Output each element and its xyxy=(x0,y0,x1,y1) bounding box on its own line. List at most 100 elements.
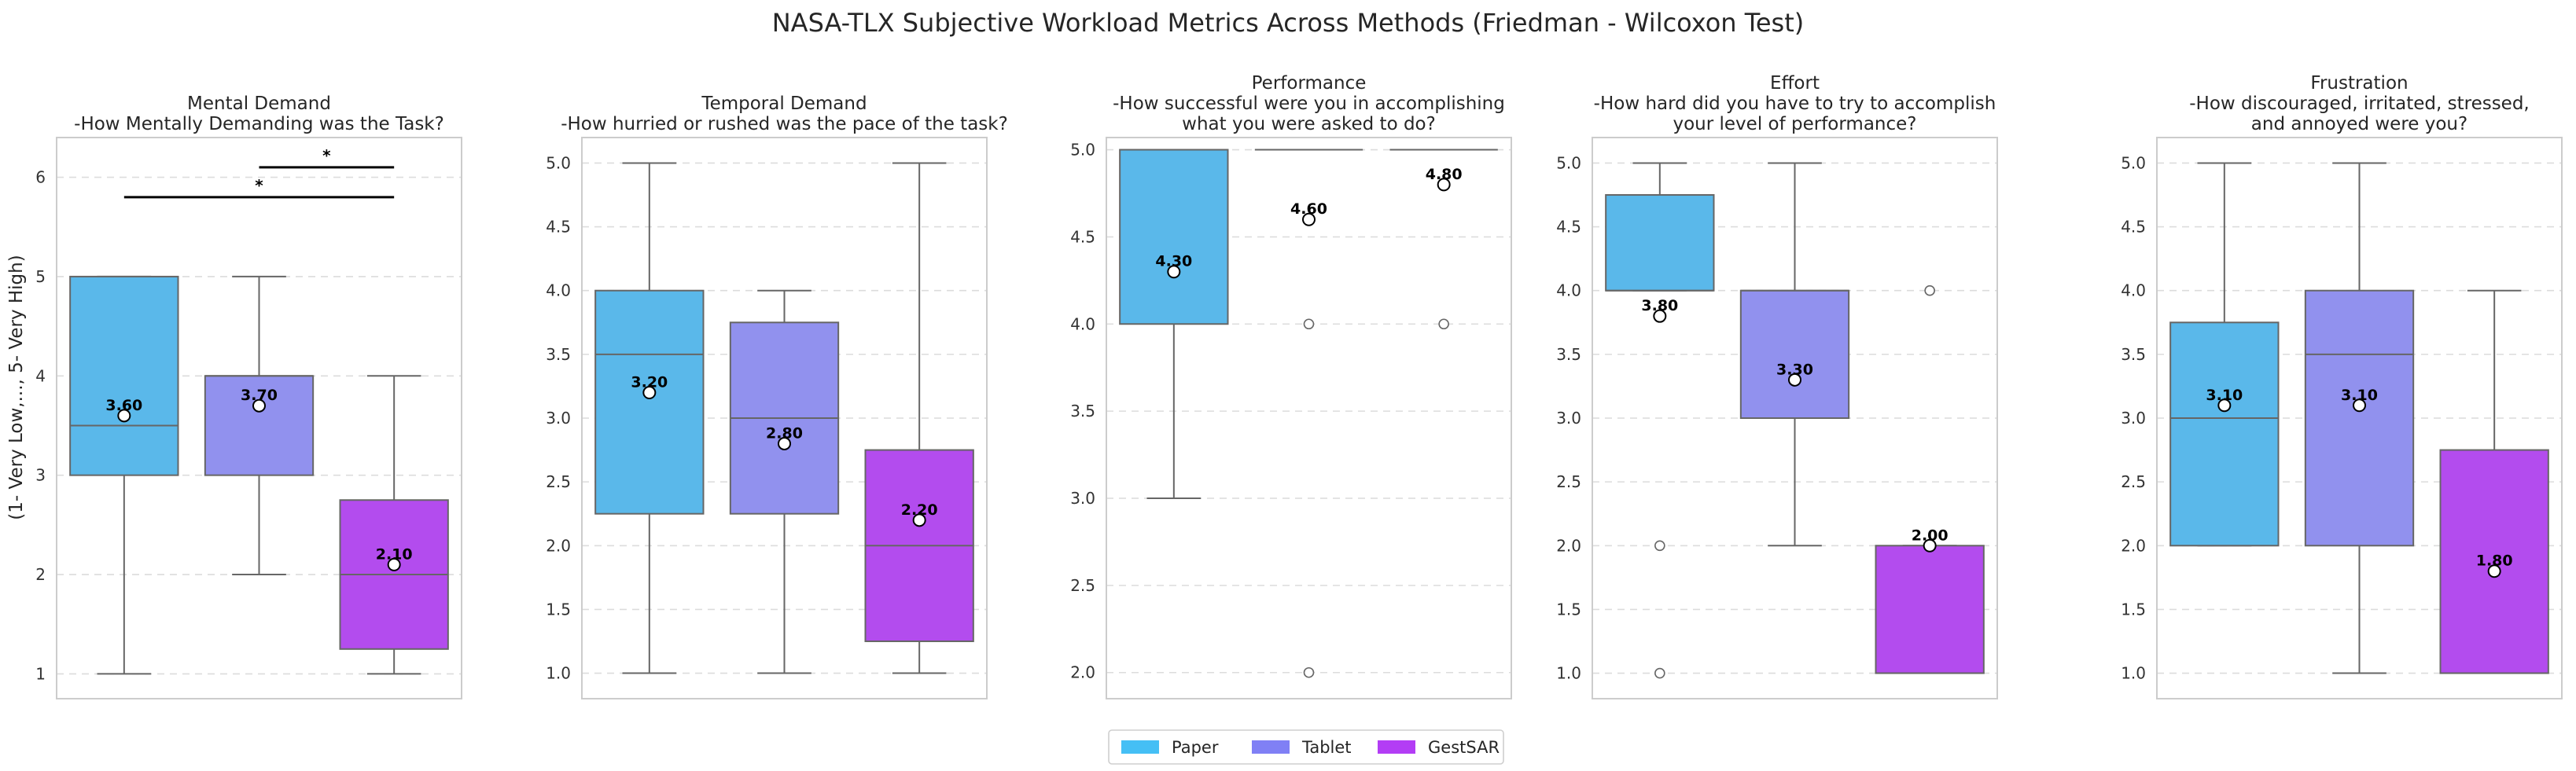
y-tick-label: 4.0 xyxy=(546,281,571,300)
axes-frame xyxy=(56,137,462,699)
mean-marker xyxy=(1923,538,1937,553)
axes-frame xyxy=(2156,137,2563,699)
y-tick-label: 4.0 xyxy=(1070,314,1095,333)
mean-marker xyxy=(2217,398,2232,413)
mean-marker xyxy=(117,409,131,423)
legend-swatch-gestsar xyxy=(1378,740,1415,754)
y-tick-label: 5 xyxy=(35,267,46,286)
y-tick-label: 4.5 xyxy=(546,218,571,237)
iqr-box xyxy=(2169,321,2280,547)
mean-label: 3.30 xyxy=(1776,361,1813,378)
panel-title-line: -How hard did you have to try to accompl… xyxy=(1594,94,1996,114)
box-gestsar: 4.80 xyxy=(1389,149,1498,330)
mean-label: 3.20 xyxy=(631,374,668,391)
legend-label-paper: Paper xyxy=(1172,738,1219,757)
box-gestsar: 1.80 xyxy=(2439,289,2549,674)
panel-title-line: -How Mentally Demanding was the Task? xyxy=(74,114,444,134)
figure-title: NASA-TLX Subjective Workload Metrics Acr… xyxy=(772,8,1805,38)
legend-swatch-tablet xyxy=(1252,740,1290,754)
y-tick-label: 1 xyxy=(35,664,46,683)
panel-title-line: what you were asked to do? xyxy=(1182,114,1436,134)
y-tick-label: 4.0 xyxy=(1556,281,1581,300)
mean-label: 2.80 xyxy=(766,424,803,442)
mean-marker xyxy=(1167,265,1181,279)
y-tick-label: 3.0 xyxy=(2121,409,2146,428)
mean-marker xyxy=(252,398,266,413)
legend: Paper Tablet GestSAR xyxy=(1108,729,1504,765)
y-tick-label: 1.0 xyxy=(546,664,571,683)
panels: Mental Demand-How Mentally Demanding was… xyxy=(35,73,2563,699)
y-tick-label: 4.5 xyxy=(2121,218,2146,237)
panel-2: Temporal Demand-How hurried or rushed wa… xyxy=(546,94,1008,699)
y-tick-label: 4.0 xyxy=(2121,281,2146,300)
panel-title-line: -How hurried or rushed was the pace of t… xyxy=(561,114,1008,134)
mean-marker xyxy=(912,513,926,527)
y-tick-label: 2.5 xyxy=(1556,472,1581,491)
y-axis-label: (1- Very Low,..., 5- Very High) xyxy=(6,255,27,520)
mean-marker xyxy=(1788,373,1801,387)
mean-label: 3.80 xyxy=(1641,297,1678,314)
mean-marker xyxy=(2487,564,2501,578)
mean-label: 3.70 xyxy=(241,387,278,404)
y-tick-label: 2.5 xyxy=(2121,472,2146,491)
outlier-point xyxy=(1438,318,1449,330)
y-tick-label: 3.0 xyxy=(546,409,571,428)
mean-marker xyxy=(2353,398,2366,413)
legend-swatch-paper xyxy=(1121,740,1159,754)
y-tick-label: 6 xyxy=(35,168,46,187)
box-paper: 3.60 xyxy=(69,275,179,675)
box-tablet: 3.10 xyxy=(2304,162,2415,674)
panel-4: Effort-How hard did you have to try to a… xyxy=(1556,73,1998,699)
mean-marker xyxy=(387,557,401,571)
iqr-box xyxy=(204,375,315,476)
box-gestsar: 2.00 xyxy=(1875,285,1985,674)
y-tick-label: 2.0 xyxy=(1070,663,1095,682)
box-tablet: 3.30 xyxy=(1739,162,1850,547)
y-tick-label: 5.0 xyxy=(2121,153,2146,172)
y-tick-label: 5.0 xyxy=(546,153,571,172)
mean-marker xyxy=(1653,309,1667,323)
outlier-point xyxy=(1654,540,1665,552)
y-tick-label: 2.0 xyxy=(2121,536,2146,555)
y-tick-label: 3.5 xyxy=(1556,345,1581,364)
y-tick-label: 3 xyxy=(35,466,46,485)
mean-marker xyxy=(778,436,791,450)
y-tick-label: 4.5 xyxy=(1556,218,1581,237)
legend-frame xyxy=(1108,729,1504,765)
box-paper: 3.20 xyxy=(594,162,705,674)
y-tick-label: 3.0 xyxy=(1070,489,1095,508)
significance-star: * xyxy=(255,176,263,195)
iqr-box xyxy=(594,289,705,515)
iqr-box xyxy=(1605,194,1715,292)
iqr-box xyxy=(1875,545,1985,674)
y-tick-label: 1.0 xyxy=(1556,664,1581,683)
mean-marker xyxy=(1437,178,1451,192)
y-tick-label: 1.0 xyxy=(2121,664,2146,683)
panel-title-line: Frustration xyxy=(2310,73,2408,94)
axes-frame xyxy=(1106,137,1512,699)
box-paper: 4.30 xyxy=(1119,149,1229,499)
panel-1: Mental Demand-How Mentally Demanding was… xyxy=(35,94,462,699)
y-tick-label: 1.5 xyxy=(1556,600,1581,619)
axes-frame xyxy=(581,137,988,699)
box-tablet: 4.60 xyxy=(1254,149,1363,678)
mean-marker xyxy=(642,386,657,400)
box-gestsar: 2.10 xyxy=(339,375,449,675)
mean-label: 3.60 xyxy=(105,397,142,414)
y-tick-label: 2.5 xyxy=(546,472,571,491)
box-tablet: 3.70 xyxy=(204,275,315,576)
mean-label: 4.60 xyxy=(1290,200,1327,218)
mean-label: 2.20 xyxy=(901,501,938,519)
mean-label: 3.10 xyxy=(2341,387,2378,404)
y-tick-label: 2.0 xyxy=(546,536,571,555)
iqr-box xyxy=(69,275,179,476)
y-tick-label: 4.5 xyxy=(1070,227,1095,246)
mean-marker xyxy=(1302,212,1316,226)
y-tick-label: 2 xyxy=(35,565,46,584)
y-tick-label: 1.5 xyxy=(2121,600,2146,619)
legend-label-tablet: Tablet xyxy=(1301,738,1352,757)
y-tick-label: 4 xyxy=(35,366,46,385)
y-tick-label: 3.5 xyxy=(2121,345,2146,364)
legend-label-gestsar: GestSAR xyxy=(1428,738,1500,757)
